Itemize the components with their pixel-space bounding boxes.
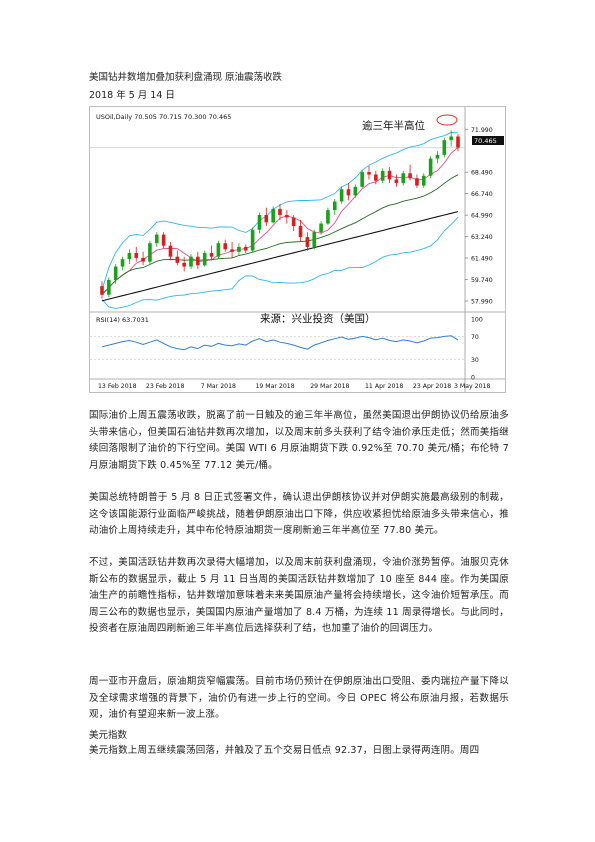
candle-body bbox=[285, 215, 289, 218]
price-tick-label: 71.990 bbox=[471, 127, 493, 134]
candle-body bbox=[367, 172, 371, 175]
chart-canvas: 71.990 68.490 66.740 64.990 63.240 61.490 59.7… bbox=[90, 107, 505, 392]
current-price-text: 70.465 bbox=[474, 137, 497, 145]
candle-body bbox=[298, 226, 303, 238]
candle-body bbox=[332, 201, 337, 211]
ma-long-line bbox=[101, 211, 459, 302]
price-tick-label: 64.990 bbox=[471, 213, 493, 220]
candle-body bbox=[182, 262, 186, 267]
candle-body bbox=[374, 174, 378, 181]
candle-body bbox=[456, 136, 460, 148]
candle-body bbox=[415, 178, 419, 186]
paragraph-1: 国际油价上周五震荡收跌，脱离了前一日触及的逾三年半高位，虽然美国退出伊朗协议仍给… bbox=[89, 410, 509, 471]
paragraph-3: 不过，美国活跃钻井数再次录得大幅增加，以及周末前获利盘涌现，令油价涨势暂停。油服… bbox=[89, 557, 509, 634]
candle-body bbox=[107, 280, 111, 295]
rsi-tick-label: 30 bbox=[471, 357, 479, 364]
candle-body bbox=[237, 246, 241, 252]
rsi-tick-label: 0 bbox=[471, 375, 475, 382]
candle-body bbox=[387, 170, 392, 180]
ma-mid-line bbox=[101, 174, 459, 296]
candle-body bbox=[243, 246, 248, 251]
candle-body bbox=[319, 223, 323, 233]
candle-body bbox=[428, 158, 433, 176]
date-tick-label: 13 Feb 2018 bbox=[98, 383, 137, 390]
candle-body bbox=[223, 243, 228, 250]
article-title: 美国钻井数增加叠加获利盘涌现 原油震荡收跌 bbox=[89, 72, 283, 83]
candle-body bbox=[264, 215, 269, 223]
candle-body bbox=[230, 249, 234, 252]
date-tick-label: 29 Mar 2018 bbox=[310, 383, 349, 390]
candle-body bbox=[401, 173, 406, 184]
date-tick-label: 19 Mar 2018 bbox=[255, 383, 294, 390]
candle-body bbox=[134, 253, 139, 258]
candle-body bbox=[141, 257, 145, 262]
candle-body bbox=[189, 256, 193, 267]
candle-body bbox=[421, 175, 426, 186]
paragraph-2: 美国总统特朗普于 5 月 8 日正式签署文件，确认退出伊朗核协议并对伊朗实施最高… bbox=[89, 492, 509, 536]
date-tick-label: 3 May 2018 bbox=[454, 383, 490, 390]
candle-body bbox=[127, 253, 132, 260]
high-marker-circle bbox=[436, 114, 458, 126]
candle-body bbox=[168, 245, 173, 257]
candle-body bbox=[202, 253, 207, 266]
ma-short-line bbox=[101, 147, 459, 296]
price-tick-label: 68.490 bbox=[471, 170, 493, 177]
price-tick-label: 66.740 bbox=[471, 191, 493, 198]
date-tick-label: 23 Feb 2018 bbox=[146, 383, 185, 390]
price-tick-label: 59.740 bbox=[471, 277, 493, 284]
rsi-line bbox=[101, 335, 459, 351]
candle-body bbox=[339, 189, 344, 202]
candle-body bbox=[408, 173, 412, 179]
paragraph-5: 美元指数上周五继续震荡回落，并触及了五个交易日低点 92.37，日图上录得两连阴… bbox=[89, 745, 480, 756]
candle-body bbox=[312, 232, 317, 247]
candle-body bbox=[449, 136, 453, 141]
candle-body bbox=[216, 243, 221, 257]
candle-body bbox=[278, 208, 282, 215]
candle-body bbox=[161, 234, 166, 246]
candle-body bbox=[305, 237, 310, 247]
candle-body bbox=[257, 215, 262, 230]
candle-body bbox=[394, 179, 399, 184]
candle-body bbox=[148, 243, 152, 262]
paragraph-4: 周一亚市开盘后，原油期货窄幅震荡。目前市场仍预计在伊朗原油出口受阻、委内瑞拉产量… bbox=[89, 676, 509, 720]
bollinger-lower-line bbox=[101, 216, 459, 309]
price-tick-label: 57.990 bbox=[471, 298, 493, 305]
candle-body bbox=[100, 286, 104, 295]
source-annotation: 来源：兴业投资（美国） bbox=[260, 312, 376, 325]
candle-body bbox=[113, 266, 118, 281]
date-tick-label: 23 Apr 2018 bbox=[413, 383, 451, 390]
candle-body bbox=[209, 253, 214, 257]
current-price-tag bbox=[472, 136, 504, 145]
candle-body bbox=[353, 186, 358, 196]
candle-body bbox=[360, 172, 364, 187]
price-tick-label: 63.240 bbox=[471, 234, 493, 241]
candle-body bbox=[435, 154, 440, 159]
candle-body bbox=[380, 170, 385, 181]
candle-body bbox=[250, 229, 255, 251]
high-annotation: 逾三年半高位 bbox=[362, 119, 425, 132]
candle-body bbox=[346, 189, 351, 196]
candle-body bbox=[120, 259, 125, 267]
rsi-tick-label: 70 bbox=[471, 334, 479, 341]
candle-body bbox=[175, 256, 180, 263]
candle-body bbox=[291, 217, 296, 227]
oil-price-chart: 71.990 68.490 66.740 64.990 63.240 61.490 59.7… bbox=[89, 106, 506, 393]
candle-body bbox=[326, 210, 330, 224]
candle-body bbox=[271, 208, 275, 223]
chart-header: USOil,Daily 70.505 70.715 70.300 70.465 bbox=[96, 113, 231, 121]
article-date: 2018 年 5 月 14 日 bbox=[89, 90, 175, 101]
section-title: 美元指数 bbox=[89, 730, 128, 741]
candle-body bbox=[442, 140, 447, 155]
rsi-tick-label: 100 bbox=[471, 317, 483, 324]
rsi-label: RSI(14) 63.7031 bbox=[96, 316, 149, 324]
candle-body bbox=[154, 234, 159, 244]
candle-body bbox=[196, 256, 200, 266]
date-tick-label: 11 Apr 2018 bbox=[365, 383, 403, 390]
price-tick-label: 61.490 bbox=[471, 256, 493, 263]
date-tick-label: 7 Mar 2018 bbox=[201, 383, 236, 390]
